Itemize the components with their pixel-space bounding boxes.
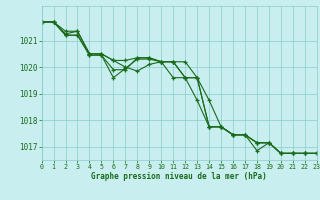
X-axis label: Graphe pression niveau de la mer (hPa): Graphe pression niveau de la mer (hPa): [91, 172, 267, 181]
